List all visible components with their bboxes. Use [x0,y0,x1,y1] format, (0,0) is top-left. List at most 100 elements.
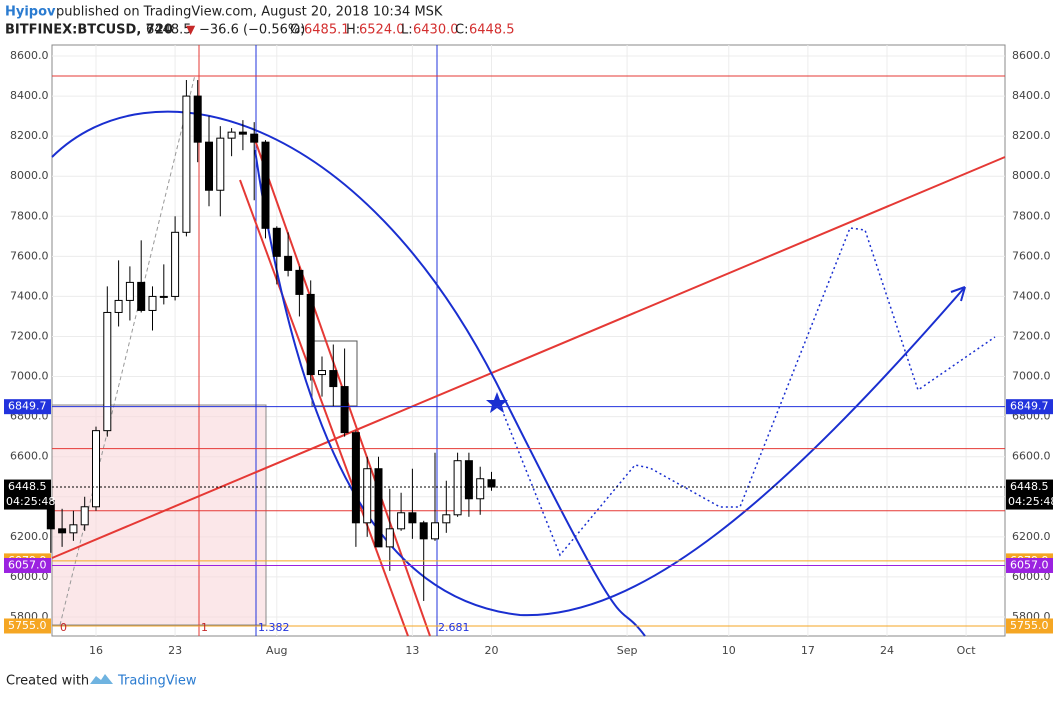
candle-body [159,295,168,298]
candle-body [351,432,360,524]
candle-body [205,141,213,191]
candle-body [453,460,462,516]
x-tick-label: 10 [722,644,736,657]
arrow-head [950,286,966,302]
candle-body [408,512,417,524]
price-label-box [4,618,51,634]
forecast-path [499,227,996,557]
y-tick-label: 8200.0 [1012,129,1051,142]
published: published on TradingView.com, August 20,… [56,5,443,20]
candle-body [431,522,439,540]
header: Hyipov published on TradingView.com, Aug… [5,5,515,38]
price-label-box [1006,557,1053,573]
y-tick-label: 6000.0 [10,570,49,583]
x-tick-label: 17 [801,644,815,657]
trend-line [239,179,409,637]
candle-body [216,137,225,191]
x-tick-label: Aug [266,644,287,657]
candle-body [442,514,451,524]
candle-body [329,370,338,388]
y-tick-label: 8000.0 [10,169,49,182]
candles [46,75,1005,627]
candle-body [193,95,202,143]
arc [51,110,646,637]
candle-body [148,295,157,311]
candle-body [295,269,304,295]
countdown-label: 04:25:48 [6,495,55,508]
candle-body [58,528,67,534]
x-tick-label: Oct [957,644,977,657]
x-tick-label: 24 [880,644,894,657]
candle-body [487,479,496,488]
price-label: 5755.0 [8,619,47,632]
plot-frame [51,44,1006,637]
price-label-box [4,399,51,415]
x-tick-label: 16 [89,644,103,657]
candle-body [137,281,146,311]
y-tick-label: 6200.0 [10,530,49,543]
price-label: 6448.5 [1010,480,1049,493]
fib-label: 1 [201,621,208,634]
footer: Created with TradingView [6,674,197,689]
price-label-box [4,557,51,573]
y-tick-label: 8600.0 [10,49,49,62]
candle-body [419,522,428,540]
candle-body [238,131,247,135]
candle-body [476,478,485,500]
o-value: 6485.1 [304,23,350,38]
candle-body [250,133,259,143]
x-tick-label: 23 [168,644,182,657]
x-tick-label: 20 [485,644,499,657]
countdown-label: 04:25:48 [1008,495,1057,508]
symbol: BITFINEX:BTCUSD, 720 [5,23,173,38]
change: −36.6 (−0.56%) [199,23,305,38]
l-label: L: [401,23,413,38]
candle-body [464,460,473,500]
candle-body [125,281,134,301]
brand[interactable]: TradingView [117,674,197,689]
candle-body [227,131,236,139]
y-tick-label: 6600.0 [1012,450,1051,463]
y-tick-label: 8400.0 [1012,89,1051,102]
c-label: C: [455,23,468,38]
y-tick-label: 7600.0 [10,249,49,262]
fib-label: 2.681 [438,621,470,634]
y-tick-label: 7400.0 [1012,289,1051,302]
candle-body [92,430,100,508]
price-label-box [1006,399,1053,415]
trend-line [51,156,1006,559]
candle-body [261,141,270,229]
axis-labels: 5800.05800.06000.06000.06200.06200.06400… [4,49,1057,657]
candle-body [114,299,123,313]
y-tick-label: 6600.0 [10,450,49,463]
candle-body [69,524,78,534]
y-tick-label: 7400.0 [10,289,49,302]
y-tick-label: 7800.0 [10,209,49,222]
y-tick-label: 7000.0 [10,370,49,383]
candle-body [397,512,406,530]
price-label: 6057.0 [1010,558,1049,571]
fib-label: 0 [60,621,67,634]
author[interactable]: Hyipov [5,5,56,20]
fib-label: 1.382 [258,621,290,634]
x-tick-label: Sep [617,644,638,657]
price-label-box [4,479,51,510]
price-label-box [1006,618,1053,634]
x-tick-label: 13 [405,644,419,657]
y-tick-label: 8600.0 [1012,49,1051,62]
y-tick-label: 7200.0 [10,329,49,342]
candle-body [374,468,383,548]
candle-body [80,506,89,526]
price-label: 6057.0 [8,558,47,571]
candle-body [363,468,372,524]
l-value: 6430.0 [413,23,459,38]
y-tick-label: 6000.0 [1012,570,1051,583]
created-with: Created with [6,674,89,689]
arc [254,149,966,617]
y-tick-label: 6200.0 [1012,530,1051,543]
candle-body [340,386,349,434]
y-tick-label: 7800.0 [1012,209,1051,222]
logo [90,674,113,684]
candle-body [284,255,293,271]
